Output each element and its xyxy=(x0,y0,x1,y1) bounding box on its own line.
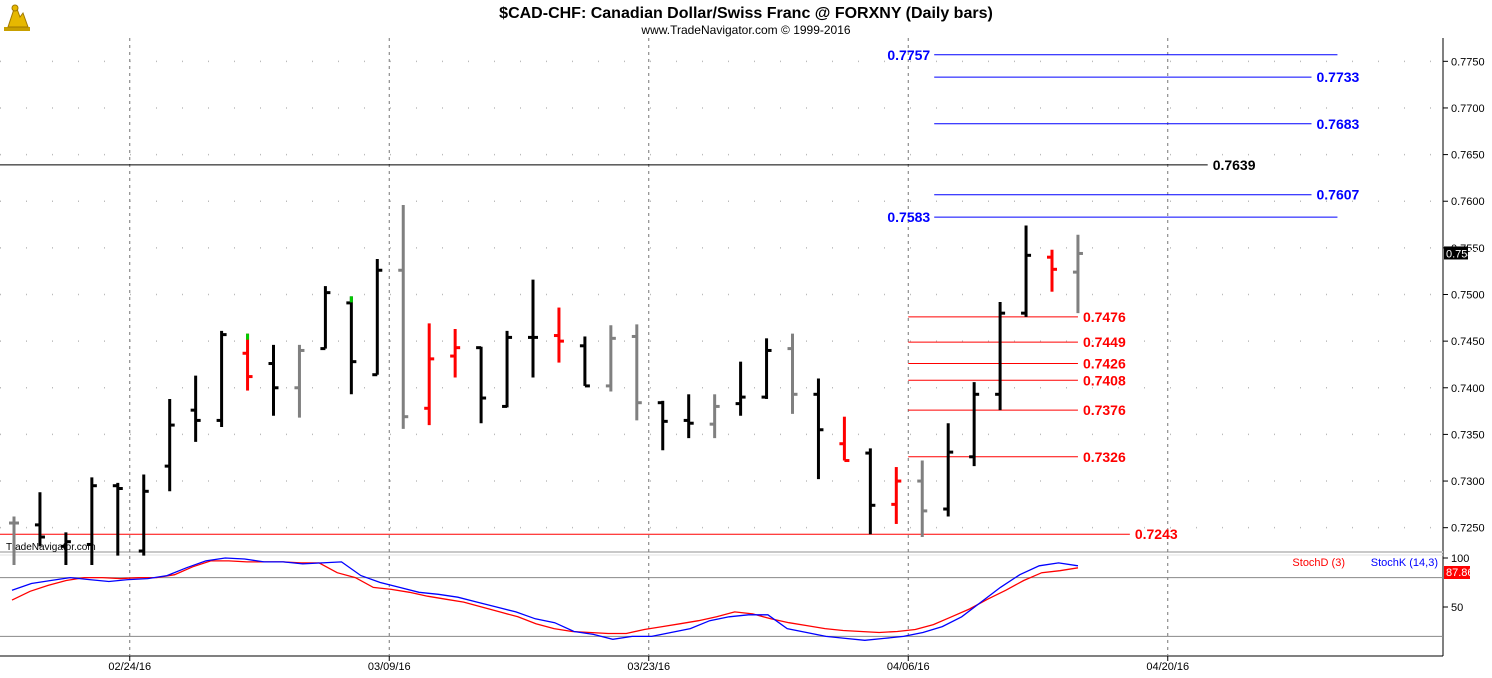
ohlc-bar-1 xyxy=(34,492,45,547)
ohlc-bar-0 xyxy=(9,516,19,565)
ohlc-bar-28 xyxy=(735,361,746,416)
stoch-last-value-tag: 87.86 xyxy=(1444,566,1474,579)
y-tick-label-10: 0.7750 xyxy=(1451,56,1485,68)
stoch-d-line xyxy=(11,560,1079,635)
ohlc-bar-19 xyxy=(502,330,513,408)
stochastic-panel: 50 100 xyxy=(0,553,1469,641)
level-label-3: 0.7639 xyxy=(1213,157,1256,173)
price-bars xyxy=(9,204,1083,565)
level-label-2: 0.7683 xyxy=(1317,116,1360,132)
ohlc-bar-12 xyxy=(320,286,331,351)
ohlc-bar-40 xyxy=(1047,249,1057,292)
ohlc-bar-18 xyxy=(476,346,487,424)
ohlc-bar-27 xyxy=(709,394,720,439)
ohlc-bar-8 xyxy=(216,330,227,427)
ohlc-bar-9 xyxy=(242,333,253,391)
last-price-label: 0.7544 xyxy=(1446,248,1480,260)
level-label-11: 0.7326 xyxy=(1083,449,1126,465)
x-tick-label-4: 04/20/16 xyxy=(1146,661,1189,673)
x-tick-label-2: 03/23/16 xyxy=(627,661,670,673)
grid xyxy=(0,38,1443,656)
stoch-tick-label-0: 50 xyxy=(1451,602,1463,614)
ohlc-bar-11 xyxy=(294,344,305,418)
chart-subtitle: www.TradeNavigator.com © 1999-2016 xyxy=(640,23,850,37)
ohlc-bar-41 xyxy=(1072,234,1083,314)
trade-navigator-logo-icon xyxy=(4,4,30,31)
y-tick-label-1: 0.7300 xyxy=(1451,476,1485,488)
y-tick-label-8: 0.7650 xyxy=(1451,150,1485,162)
ohlc-bar-39 xyxy=(1021,225,1032,317)
ohlc-bar-14 xyxy=(372,259,383,377)
ohlc-bar-6 xyxy=(164,398,175,492)
ohlc-bar-29 xyxy=(761,338,772,399)
level-label-8: 0.7426 xyxy=(1083,356,1126,372)
ohlc-bar-13 xyxy=(346,296,357,395)
ohlc-bar-5 xyxy=(138,474,149,556)
ohlc-bar-24 xyxy=(631,324,642,421)
y-tick-label-7: 0.7600 xyxy=(1451,196,1485,208)
y-tick-label-3: 0.7400 xyxy=(1451,383,1485,395)
last-price-tag: 0.7544 xyxy=(1444,246,1480,260)
x-tick-label-1: 03/09/16 xyxy=(368,661,411,673)
level-label-6: 0.7476 xyxy=(1083,309,1126,325)
ohlc-bar-4 xyxy=(112,482,123,556)
ohlc-bar-36 xyxy=(943,423,954,517)
ohlc-bar-32 xyxy=(839,416,850,463)
x-tick-label-0: 02/24/16 xyxy=(108,661,151,673)
ohlc-bar-17 xyxy=(450,329,461,378)
stoch-tick-label-1: 100 xyxy=(1451,553,1469,565)
level-label-1: 0.7733 xyxy=(1317,69,1360,85)
ohlc-bar-31 xyxy=(813,378,824,480)
level-label-4: 0.7607 xyxy=(1317,187,1360,203)
ohlc-bar-26 xyxy=(683,394,694,439)
date-axis: 02/24/16 03/09/16 03/23/16 04/06/16 04/20/16 xyxy=(108,656,1189,673)
ohlc-bar-15 xyxy=(398,204,409,429)
level-lines: 0.7757 0.7733 0.7683 0.7639 0.7607 0.7583 0.74… xyxy=(0,47,1360,542)
ohlc-bar-16 xyxy=(424,323,435,426)
y-tick-label-4: 0.7450 xyxy=(1451,336,1485,348)
ohlc-bar-2 xyxy=(60,532,71,565)
ohlc-bar-22 xyxy=(579,336,590,388)
level-label-10: 0.7376 xyxy=(1083,402,1126,418)
ohlc-bar-33 xyxy=(865,448,876,535)
stoch-d-legend: StochD (3) xyxy=(1292,557,1345,569)
x-tick-label-3: 04/06/16 xyxy=(887,661,930,673)
ohlc-bar-3 xyxy=(86,477,97,565)
price-axis: 0.7250 0.7300 0.7350 0.7400 0.7450 0.7500 0.75… xyxy=(1443,56,1485,535)
ohlc-bar-34 xyxy=(891,467,902,524)
level-label-12: 0.7243 xyxy=(1135,526,1178,542)
ohlc-bar-38 xyxy=(995,301,1006,411)
ohlc-bar-21 xyxy=(553,307,564,363)
ohlc-bar-10 xyxy=(268,344,279,416)
stoch-k-line xyxy=(11,557,1079,641)
stoch-last-value: 87.86 xyxy=(1446,567,1474,579)
ohlc-bar-25 xyxy=(657,400,668,451)
level-label-9: 0.7408 xyxy=(1083,372,1126,388)
ohlc-bar-20 xyxy=(528,279,538,378)
y-tick-label-0: 0.7250 xyxy=(1451,523,1485,535)
level-label-0: 0.7757 xyxy=(887,47,930,63)
y-tick-label-2: 0.7350 xyxy=(1451,429,1485,441)
y-tick-label-5: 0.7500 xyxy=(1451,290,1485,302)
stoch-k-legend: StochK (14,3) xyxy=(1371,557,1438,569)
chart-title: $CAD-CHF: Canadian Dollar/Swiss Franc @ … xyxy=(499,5,993,22)
level-label-7: 0.7449 xyxy=(1083,334,1126,350)
y-tick-label-9: 0.7700 xyxy=(1451,103,1485,115)
ohlc-bar-7 xyxy=(190,375,201,442)
ohlc-bar-23 xyxy=(605,325,616,392)
level-label-5: 0.7583 xyxy=(887,209,930,225)
ohlc-bar-35 xyxy=(917,460,928,538)
ohlc-bar-37 xyxy=(969,382,980,467)
watermark: TradeNavigator.com xyxy=(6,542,96,553)
ohlc-bar-30 xyxy=(787,333,798,414)
